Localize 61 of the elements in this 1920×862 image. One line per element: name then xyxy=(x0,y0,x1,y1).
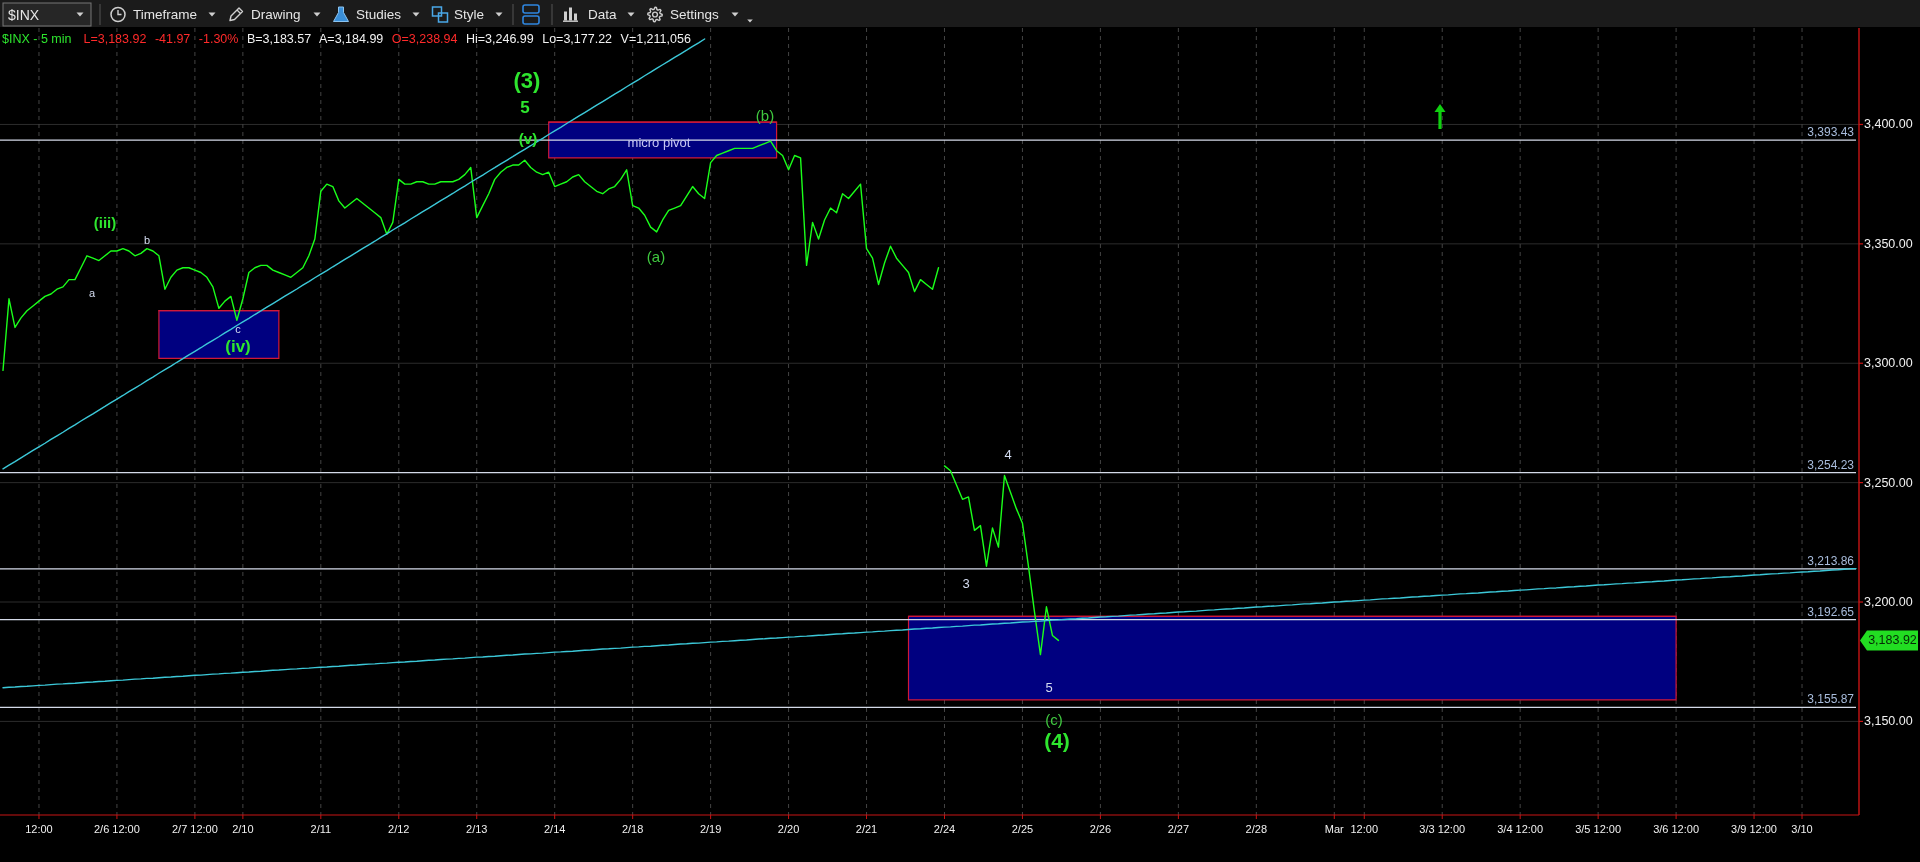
annotation: b xyxy=(143,234,151,246)
chart-title: $INX - 5 min xyxy=(2,31,72,47)
y-tick-label: 3,300.00 xyxy=(1864,356,1913,371)
annotation: 5 xyxy=(1045,679,1053,695)
x-tick-label: 2/20 xyxy=(777,823,800,835)
x-tick-label: 2/10 xyxy=(232,823,254,835)
x-tick-label: 2/21 xyxy=(855,823,878,835)
text: Timeframe xyxy=(133,7,198,22)
x-tick-label: 3/9 12:00 xyxy=(1731,823,1777,835)
y-tick-label: 3,400.00 xyxy=(1864,117,1913,132)
text: Data xyxy=(588,7,618,22)
annotation: 4 xyxy=(1004,446,1012,462)
text: 3,183.92 xyxy=(1868,633,1917,648)
annotation: 3 xyxy=(962,575,970,591)
annotation: (b) xyxy=(755,106,775,124)
x-tick-label: 2/28 xyxy=(1245,823,1268,835)
ref-line-label: 3,192.65 xyxy=(1807,604,1855,619)
x-tick-label: 12:00 xyxy=(1350,823,1379,835)
annotation: 5 xyxy=(520,97,530,117)
ref-line-label: 3,393.43 xyxy=(1807,125,1855,140)
x-tick-label: Mar xyxy=(1324,823,1345,835)
annotation: (3) xyxy=(513,67,541,93)
annotation: a xyxy=(88,287,96,299)
ref-line-label: 3,213.86 xyxy=(1807,553,1855,568)
text: L=3,183.92 -41.97 -1.30% B=3,183.57 A=3,184.99 O=3,238.94 Hi=3,246.99 Lo=3,177.22 V=1,211,056 xyxy=(83,32,691,46)
text: Drawing xyxy=(251,7,301,22)
x-tick-label: 2/27 xyxy=(1167,823,1190,835)
x-tick-label: 2/13 xyxy=(466,823,488,835)
x-tick-label: 3/5 12:00 xyxy=(1575,823,1622,835)
x-tick-label: 3/3 12:00 xyxy=(1419,823,1466,835)
x-tick-label: 2/6 12:00 xyxy=(94,823,140,835)
x-tick-label: 2/25 xyxy=(1011,823,1034,835)
x-tick-label: 2/14 xyxy=(543,823,566,835)
text: Studies xyxy=(356,7,402,22)
annotation: (iii) xyxy=(93,213,117,231)
x-tick-label: 2/7 12:00 xyxy=(171,823,218,835)
x-tick-label: 2/11 xyxy=(310,823,332,835)
x-tick-label: 2/19 xyxy=(699,823,722,835)
line-series xyxy=(943,465,1060,656)
x-tick-label: 3/10 xyxy=(1791,823,1813,835)
y-tick-label: 3,200.00 xyxy=(1864,595,1913,610)
x-tick-label: 2/18 xyxy=(621,823,644,835)
x-tick-label: 3/4 12:00 xyxy=(1497,823,1544,835)
x-tick-label: 12:00 xyxy=(25,823,53,835)
annotation: c xyxy=(235,323,242,335)
annotation: (c) xyxy=(1045,710,1063,728)
text: $INX xyxy=(8,6,40,23)
y-tick-label: 3,150.00 xyxy=(1864,714,1913,729)
text: Settings xyxy=(670,7,720,22)
y-tick-label: 3,350.00 xyxy=(1864,236,1913,251)
x-tick-label: 2/26 xyxy=(1089,823,1112,835)
annotation: (iv) xyxy=(225,336,251,356)
x-tick-label: 3/6 12:00 xyxy=(1653,823,1700,835)
ref-line-label: 3,254.23 xyxy=(1807,457,1855,472)
y-tick-label: 3,250.00 xyxy=(1864,475,1913,490)
ref-line-label: 3,155.87 xyxy=(1807,692,1855,707)
x-tick-label: 2/12 xyxy=(388,823,410,835)
annotation: (a) xyxy=(646,247,666,265)
annotation: (4) xyxy=(1044,728,1070,752)
x-tick-label: 2/24 xyxy=(933,823,956,835)
text: Style xyxy=(454,7,485,22)
